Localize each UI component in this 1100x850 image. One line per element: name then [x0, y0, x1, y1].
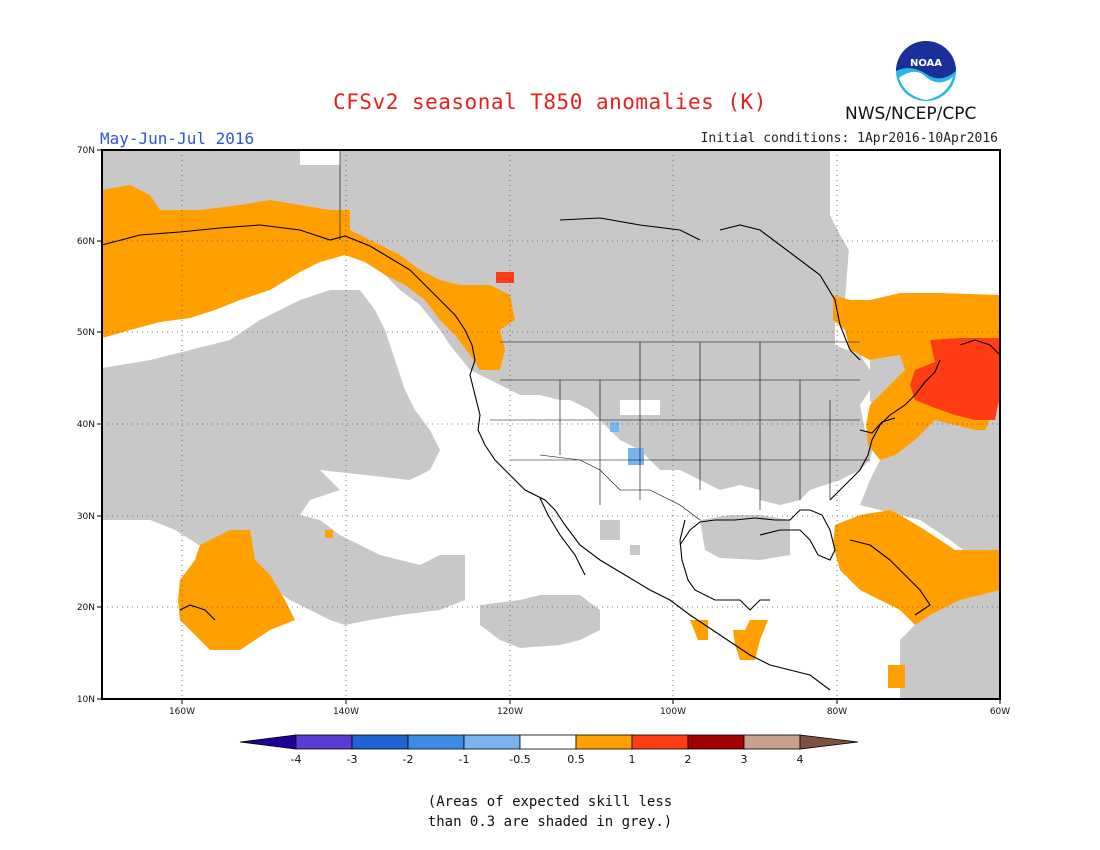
lon-label: 120W: [497, 707, 523, 717]
organization-label: NWS/NCEP/CPC: [845, 104, 977, 124]
noaa-logo: NOAA: [896, 41, 956, 101]
colorbar-label: -4: [291, 753, 302, 766]
anomaly-0-5-to-1: [102, 185, 1000, 688]
colorbar-label: 4: [797, 753, 804, 766]
footnote-line: than 0.3 are shaded in grey.): [427, 814, 673, 830]
lat-label: 40N: [77, 420, 95, 430]
colorbar-cell: [295, 734, 353, 750]
colorbar-label: 1: [629, 753, 636, 766]
colorbar-label: -2: [403, 753, 414, 766]
colorbar-label: 0.5: [567, 753, 585, 766]
lat-label: 60N: [77, 237, 95, 247]
colorbar-cell: [799, 734, 859, 750]
political-borders: [339, 150, 870, 521]
colorbar-cell: [631, 734, 689, 750]
colorbar-cell: [575, 734, 633, 750]
lon-label: 80W: [827, 707, 847, 717]
lat-label: 70N: [77, 146, 95, 156]
footnote: (Areas of expected skill less than 0.3 a…: [0, 792, 1100, 832]
map-title: CFSv2 seasonal T850 anomalies (K): [333, 90, 767, 114]
lon-label: 60W: [990, 707, 1010, 717]
anomaly-1-to-2: [496, 272, 1000, 420]
colorbar-cell: [351, 734, 409, 750]
colorbar-cell: [519, 734, 577, 750]
footnote-line: (Areas of expected skill less: [427, 794, 673, 810]
colorbar-label: 2: [685, 753, 692, 766]
logo-text: NOAA: [910, 58, 942, 69]
coastlines: [102, 217, 1000, 691]
lon-label: 100W: [660, 707, 686, 717]
colorbar-cell: [407, 734, 465, 750]
lon-label: 160W: [169, 707, 195, 717]
colorbar-label: -0.5: [509, 753, 530, 766]
colorbar-cell: [463, 734, 521, 750]
colorbar-label: -3: [347, 753, 358, 766]
colorbar-cell: [743, 734, 801, 750]
lon-label: 140W: [333, 707, 359, 717]
colorbar: [239, 734, 859, 750]
colorbar-cell: [239, 734, 297, 750]
lat-label: 30N: [77, 512, 95, 522]
initial-conditions: Initial conditions: 1Apr2016-10Apr2016: [700, 131, 998, 146]
lat-label: 20N: [77, 603, 95, 613]
forecast-period: May-Jun-Jul 2016: [100, 129, 255, 148]
colorbar-label: 3: [741, 753, 748, 766]
lat-label: 50N: [77, 328, 95, 338]
colorbar-label: -1: [459, 753, 470, 766]
lat-label: 10N: [77, 695, 95, 705]
colorbar-cell: [687, 734, 745, 750]
